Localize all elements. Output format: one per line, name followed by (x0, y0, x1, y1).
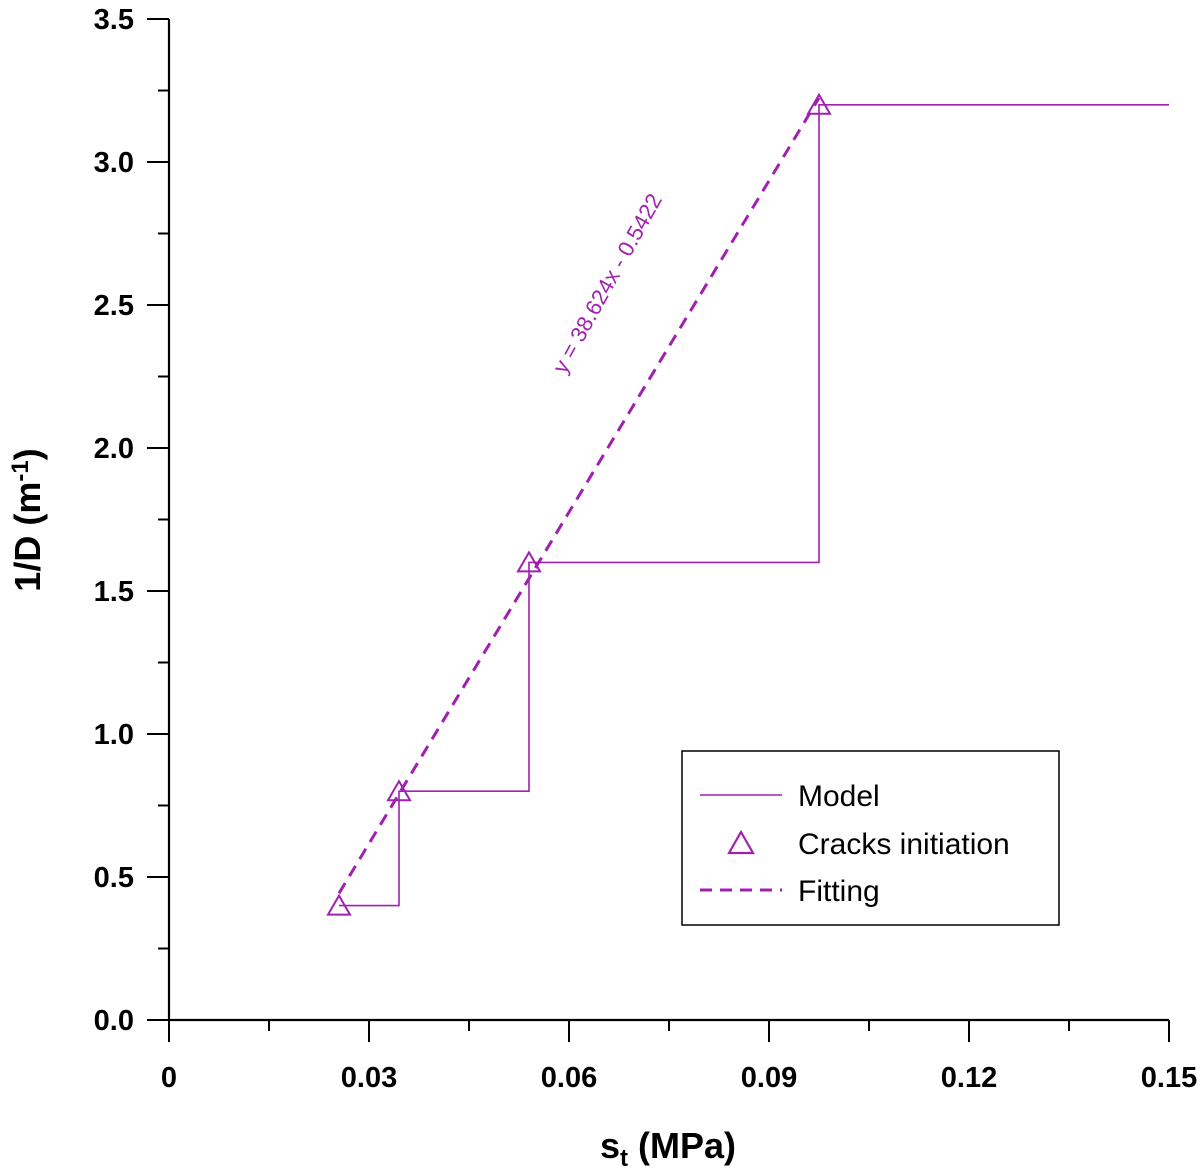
tick-labels: 0.0 0.5 1.0 1.5 2.0 2.5 3.0 3.5 0 0.03 0.06 0.09 0.1… (94, 4, 1198, 1094)
fitting-line (337, 97, 821, 895)
legend-label-model: Model (798, 780, 880, 813)
y-axis-title: 1/D (m-1) (7, 448, 48, 591)
x-axis-title: st (MPa) (600, 1125, 736, 1172)
x-tick-label: 0.15 (1141, 1062, 1197, 1094)
plot-area (326, 92, 1169, 916)
legend-label-cracks-initiation: Cracks initiation (798, 828, 1010, 861)
y-tick-label: 2.0 (94, 433, 134, 465)
y-tick-label: 3.0 (94, 147, 134, 179)
x-tick-label: 0 (161, 1062, 177, 1094)
legend: Model Cracks initiation Fitting (681, 750, 1060, 926)
crack-initiation-marker (516, 550, 542, 573)
crack-initiation-marker (326, 893, 352, 916)
legend-label-fitting: Fitting (798, 875, 880, 908)
y-tick-label: 1.5 (94, 576, 134, 608)
x-tick-label: 0.03 (341, 1062, 397, 1094)
y-tick-label: 3.5 (94, 4, 134, 36)
y-tick-label: 2.5 (94, 290, 134, 322)
y-tick-label: 0.0 (94, 1005, 134, 1037)
y-tick-label: 0.5 (94, 862, 134, 894)
axes (147, 18, 1170, 1042)
y-tick-label: 1.0 (94, 719, 134, 751)
x-tick-label: 0.09 (741, 1062, 797, 1094)
crack-initiation-marker (806, 92, 832, 115)
crack-initiation-marker (386, 779, 412, 802)
x-tick-label: 0.12 (941, 1062, 997, 1094)
fit-equation-annotation: y = 38.624x - 0.5422 (548, 189, 667, 377)
model-line (339, 104, 1169, 907)
x-tick-label: 0.06 (541, 1062, 597, 1094)
legend-swatch-cracks-initiation (727, 829, 755, 855)
